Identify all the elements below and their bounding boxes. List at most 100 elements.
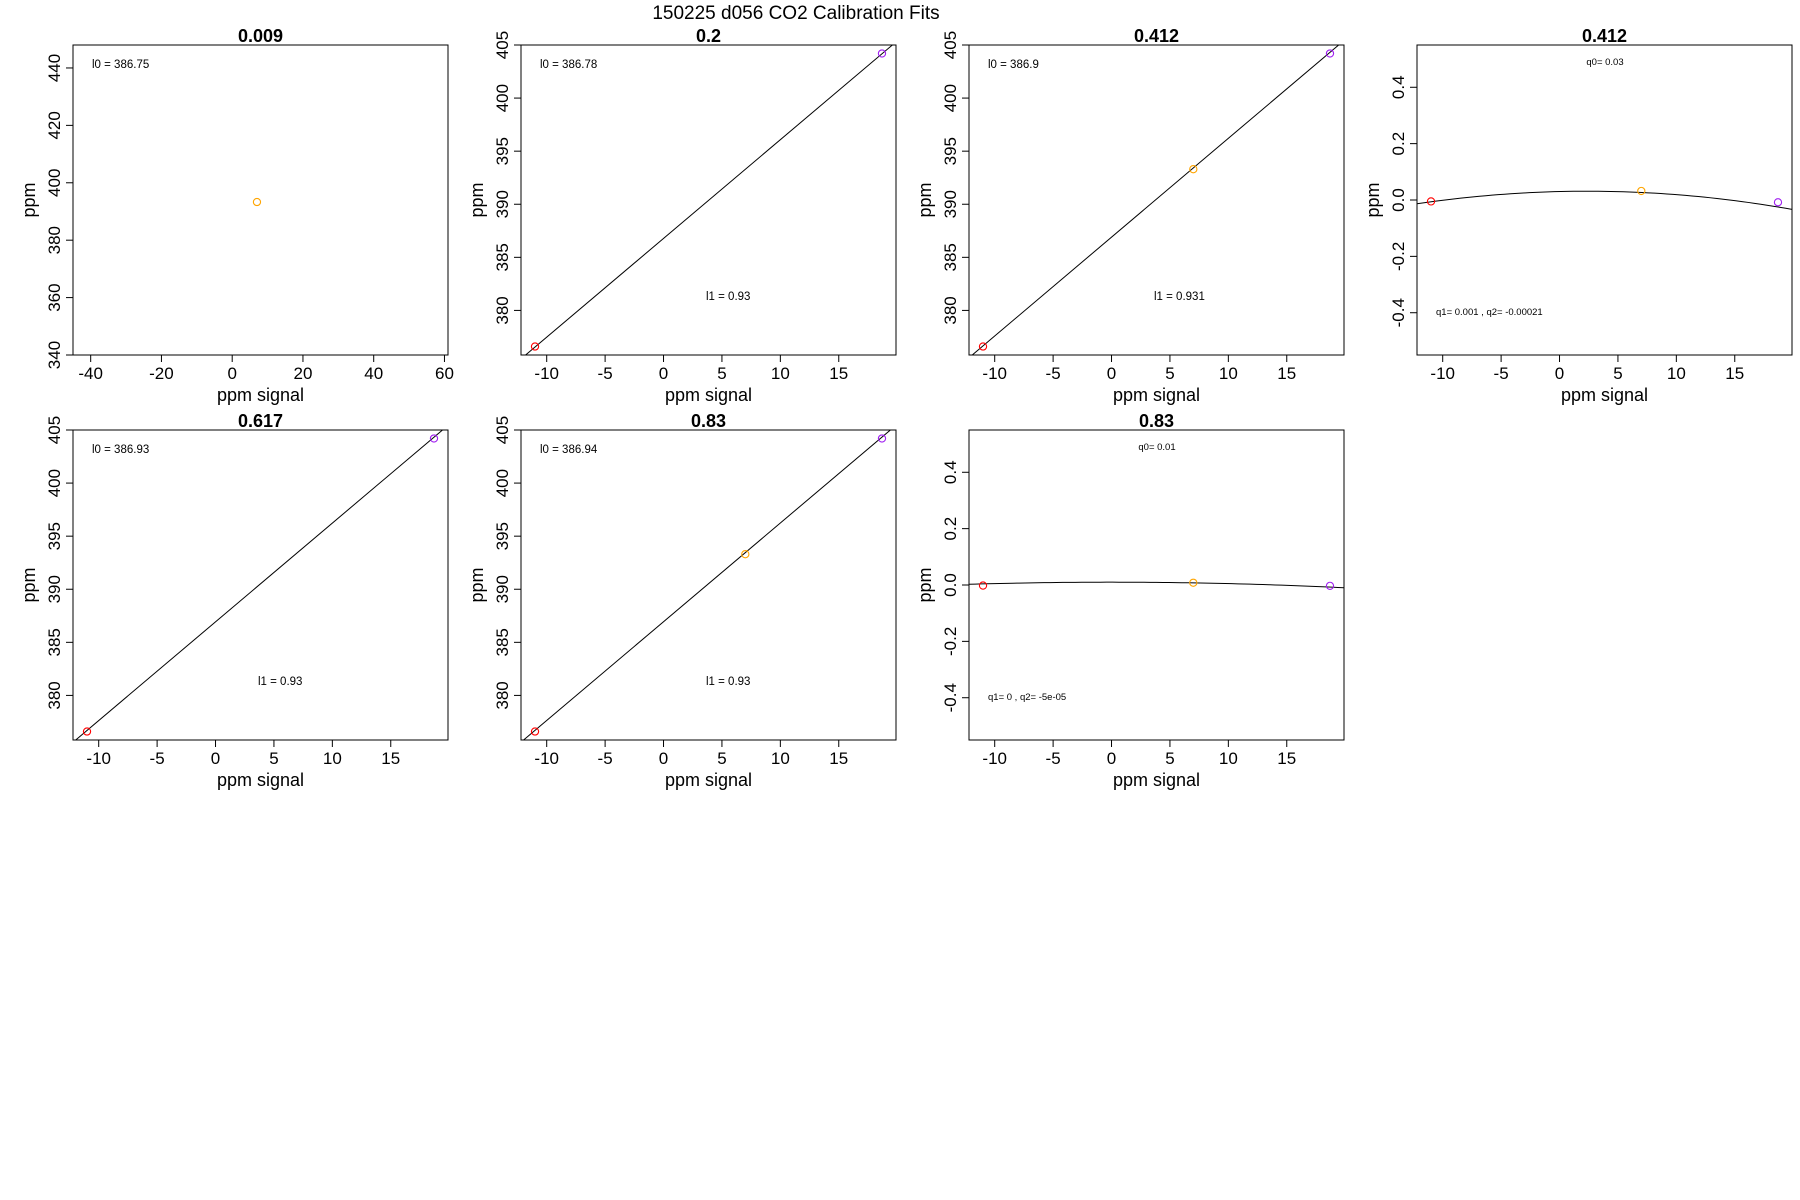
plot-area <box>524 45 894 355</box>
panel-2: 0.2 -10 -5 0 5 10 15 380 385 390 395 400 405 ppm sign… <box>467 26 897 405</box>
data-point <box>1637 186 1646 196</box>
x-tick-label: -40 <box>78 364 103 383</box>
linear-fit-line <box>522 430 892 740</box>
x-tick-label: -5 <box>1046 364 1061 383</box>
data-point <box>530 727 540 736</box>
y-tick-label: 400 <box>493 469 512 497</box>
x-tick-label: 5 <box>1165 749 1174 768</box>
y-tick-label: 380 <box>493 296 512 324</box>
panel-title: 0.009 <box>238 26 283 46</box>
x-tick-label: -10 <box>982 749 1007 768</box>
y-tick-label: 405 <box>493 31 512 59</box>
x-tick-label: -10 <box>982 364 1007 383</box>
data-point <box>530 342 540 351</box>
x-tick-label: 5 <box>1165 364 1174 383</box>
x-tick-label: 40 <box>364 364 383 383</box>
x-tick-label: 10 <box>1667 364 1686 383</box>
y-tick-label: -0.4 <box>1389 298 1408 327</box>
x-tick-label: -10 <box>534 749 559 768</box>
x-tick-label: -5 <box>1494 364 1509 383</box>
panel-1: 0.009 -40 -20 0 20 40 60 340 360 380 400 420 440 ppm … <box>19 26 454 405</box>
x-axis-label: ppm signal <box>1561 385 1648 405</box>
y-tick-label: 390 <box>493 575 512 603</box>
data-point <box>252 197 262 207</box>
annotation-text: l0 = 386.75 <box>92 59 149 71</box>
data-point <box>1325 581 1335 590</box>
y-tick-label: -0.4 <box>941 683 960 712</box>
panel-title: 0.83 <box>691 411 726 431</box>
y-tick-label: 0.0 <box>941 573 960 597</box>
y-axis-label: ppm <box>1363 182 1383 217</box>
y-tick-label: 360 <box>45 283 64 311</box>
x-tick-label: 0 <box>1555 364 1564 383</box>
annotation-text: l0 = 386.78 <box>540 59 597 71</box>
y-tick-label: 420 <box>45 111 64 139</box>
x-axis-label: ppm signal <box>1113 385 1200 405</box>
x-tick-label: -5 <box>150 749 165 768</box>
x-tick-label: 15 <box>381 749 400 768</box>
x-tick-label: 0 <box>227 364 236 383</box>
y-tick-label: 395 <box>45 522 64 550</box>
y-tick-label: 400 <box>45 169 64 197</box>
x-axis-label: ppm signal <box>665 770 752 790</box>
y-tick-label: 385 <box>493 628 512 656</box>
y-tick-label: 340 <box>45 341 64 369</box>
x-tick-label: 5 <box>1613 364 1622 383</box>
y-tick-label: -0.2 <box>941 627 960 656</box>
x-tick-label: 0 <box>659 749 668 768</box>
panel-3: 0.412 -10 -5 0 5 10 15 380 385 390 395 400 405 ppm si… <box>915 26 1345 405</box>
y-tick-label: 400 <box>493 84 512 112</box>
y-tick-label: 385 <box>941 243 960 271</box>
x-tick-label: 10 <box>323 749 342 768</box>
x-tick-label: 10 <box>1219 749 1238 768</box>
panel-6: 0.83 -10 -5 0 5 10 15 380 385 390 395 400 405 ppm sig… <box>467 411 897 790</box>
annotation-text: l0 = 386.94 <box>540 444 598 456</box>
plot-frame <box>72 44 449 356</box>
x-tick-label: -20 <box>149 364 174 383</box>
data-point <box>741 550 750 559</box>
y-tick-label: 0.2 <box>941 517 960 541</box>
figure-title: 150225 d056 CO2 Calibration Fits <box>652 3 939 24</box>
x-tick-label: 10 <box>771 364 790 383</box>
annotation-text: q1= 0.001 , q2= -0.00021 <box>1436 307 1543 318</box>
data-point <box>429 434 439 443</box>
x-tick-label: 15 <box>1277 749 1296 768</box>
x-axis-label: ppm signal <box>1113 770 1200 790</box>
y-tick-label: -0.2 <box>1389 242 1408 271</box>
annotation-text: l1 = 0.93 <box>706 676 750 688</box>
panel-title: 0.412 <box>1582 26 1627 46</box>
y-tick-label: 405 <box>941 31 960 59</box>
x-tick-label: 20 <box>293 364 312 383</box>
annotation-text: q1= 0 , q2= -5e-05 <box>988 692 1066 703</box>
data-point <box>1773 198 1783 207</box>
data-point <box>978 342 988 351</box>
y-tick-label: 400 <box>941 84 960 112</box>
plot-area <box>969 578 1344 590</box>
quadratic-fit-curve <box>969 581 1344 589</box>
x-tick-label: 0 <box>1107 364 1116 383</box>
annotation-text: l1 = 0.931 <box>1154 291 1205 303</box>
annotation-text: l1 = 0.93 <box>258 676 302 688</box>
y-tick-label: 0.0 <box>1389 188 1408 212</box>
x-tick-label: 5 <box>269 749 278 768</box>
panel-title: 0.412 <box>1134 26 1179 46</box>
y-tick-label: 400 <box>45 469 64 497</box>
y-axis-label: ppm <box>467 567 487 602</box>
y-tick-label: 380 <box>493 681 512 709</box>
x-tick-label: 10 <box>1219 364 1238 383</box>
y-axis-label: ppm <box>467 182 487 217</box>
y-tick-label: 0.2 <box>1389 132 1408 156</box>
annotation-text: q0= 0.01 <box>1138 442 1175 453</box>
y-axis-label: ppm <box>19 567 39 602</box>
x-axis-label: ppm signal <box>217 770 304 790</box>
y-tick-label: 390 <box>45 575 64 603</box>
x-tick-label: 10 <box>771 749 790 768</box>
x-tick-label: 5 <box>717 749 726 768</box>
panel-title: 0.83 <box>1139 411 1174 431</box>
y-tick-label: 380 <box>45 226 64 254</box>
plot-frame <box>520 44 897 356</box>
x-tick-label: 60 <box>435 364 454 383</box>
data-point <box>1189 578 1198 587</box>
panel-5: 0.617 -10 -5 0 5 10 15 380 385 390 395 400 405 ppm si… <box>19 411 449 790</box>
